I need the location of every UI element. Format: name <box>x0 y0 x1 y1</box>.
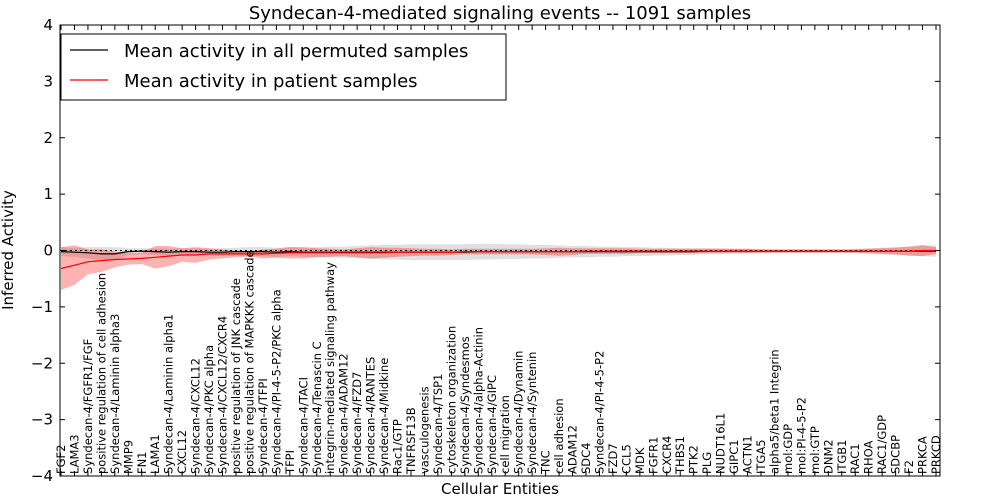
x-tick-label: F2 <box>902 460 916 474</box>
x-tick-label: Syndecan-4/Dynamin <box>512 351 526 474</box>
x-tick-label: THBS1 <box>673 436 687 475</box>
x-tick-label: CCL5 <box>619 444 633 474</box>
x-axis-label: Cellular Entities <box>441 480 559 498</box>
x-tick-label: positive regulation of MAPKKK cascade <box>243 250 257 474</box>
x-tick-label: Syndecan-4/PI-4-5-P2/PKC alpha <box>269 289 283 474</box>
x-tick-label: PRKCA <box>916 436 930 474</box>
x-tick-label: cell migration <box>498 395 512 474</box>
x-tick-label: Syndecan-4/alpha-Actinin <box>471 327 485 474</box>
plot-border <box>59 24 941 477</box>
x-tick-label: PTK2 <box>687 445 701 474</box>
x-tick-label: mol:GDP <box>781 424 795 474</box>
legend: Mean activity in all permuted samples Me… <box>60 33 507 101</box>
chart-title: Syndecan-4-mediated signaling events -- … <box>249 3 751 24</box>
x-tick-label: ADAM12 <box>566 425 580 474</box>
x-tick-label: TFPI <box>283 450 297 475</box>
x-tick-label: Syndecan-4/ADAM12 <box>337 353 351 474</box>
x-tick-label: NUDT16L1 <box>714 413 728 474</box>
y-tick-label: 0 <box>43 242 53 260</box>
x-tick-label: DNM2 <box>821 439 835 474</box>
x-tick-label: RAC1 <box>848 443 862 474</box>
x-tick-label: Syndecan-4/Tenascin C <box>310 341 324 474</box>
y-tick-label: −2 <box>31 354 53 372</box>
x-tick-label: ACTN1 <box>741 435 755 474</box>
y-axis-label: Inferred Activity <box>0 190 17 310</box>
x-tick-label: MMP9 <box>121 440 135 474</box>
x-tick-label: FGF2 <box>54 445 68 474</box>
x-tick-label: mol:PI-4-5-P2 <box>794 397 808 474</box>
x-tick-label: Syndecan-4/TFPI <box>256 378 270 474</box>
x-axis: FGF2 LAMA3 Syndecan-4/FGFR1/FGF positive re… <box>54 25 943 476</box>
x-tick-label: positive regulation of JNK cascade <box>229 278 243 474</box>
x-tick-label: FN1 <box>135 451 149 474</box>
y-tick-label: 1 <box>43 185 53 203</box>
x-tick-label: LAMA3 <box>68 434 82 474</box>
x-tick-label: Syndecan-4/Syndesmos <box>458 336 472 474</box>
x-tick-label: cell adhesion <box>552 398 566 474</box>
x-tick-label: CXCL12 <box>175 430 189 474</box>
legend-label-patient: Mean activity in patient samples <box>124 71 418 92</box>
x-tick-label: Syndecan-4/CXCL12 <box>189 358 203 474</box>
x-tick-label: ITGB1 <box>835 439 849 474</box>
y-tick-label: 2 <box>43 129 53 147</box>
x-tick-label: positive regulation of cell adhesion <box>94 273 108 474</box>
x-tick-label: ITGA5 <box>754 439 768 474</box>
x-tick-label: FGFR1 <box>646 437 660 474</box>
x-tick-label: Syndecan-4/Laminin alpha3 <box>108 314 122 474</box>
x-tick-label: Syndecan-4/FGFR1/FGF <box>81 339 95 474</box>
line-layer <box>60 249 940 270</box>
x-tick-label: Syndecan-4/CXCL12/CXCR4 <box>216 316 230 474</box>
x-tick-label: PRKCD <box>929 435 943 474</box>
x-tick-label: LAMA1 <box>148 434 162 474</box>
x-tick-label: cytoskeleton organization <box>444 326 458 474</box>
x-tick-label: Syndecan-4/TSP1 <box>431 374 445 474</box>
x-tick-label: Syndecan-4/Syntenin <box>525 352 539 475</box>
x-tick-label: SDCBP <box>889 435 903 474</box>
x-tick-label: CXCR4 <box>660 436 674 474</box>
x-tick-label: Syndecan-4/Laminin alpha1 <box>162 314 176 474</box>
y-tick-label: 3 <box>43 72 53 90</box>
x-tick-label: integrin-mediated signaling pathway <box>323 262 337 474</box>
x-tick-label: Syndecan-4/TACI <box>296 377 310 474</box>
x-tick-label: Rac1/GTP <box>391 419 405 474</box>
x-tick-label: RAC1/GDP <box>875 415 889 474</box>
x-tick-label: FZD7 <box>606 443 620 474</box>
x-tick-label: Syndecan-4/GIPC <box>485 375 499 474</box>
legend-label-permuted: Mean activity in all permuted samples <box>124 41 468 62</box>
x-tick-label: Syndecan-4/PI-4-5-P2 <box>593 351 607 474</box>
legend-box <box>60 33 507 101</box>
x-tick-label: TNC <box>539 450 553 475</box>
y-axis: −4 −3 −2 −1 0 1 2 3 4 <box>31 16 940 485</box>
band-patient <box>61 244 936 290</box>
x-tick-label: TNFRSF13B <box>404 407 418 475</box>
x-tick-label: vasculogenesis <box>418 386 432 474</box>
x-tick-label: Syndecan-4/Midkine <box>377 358 391 474</box>
x-tick-label: MDK <box>633 447 647 474</box>
x-tick-label: SDC4 <box>579 442 593 474</box>
x-tick-label: alpha5/beta1 Integrin <box>768 349 782 474</box>
y-tick-label: −1 <box>31 298 53 316</box>
x-tick-label: RHOA <box>862 441 876 474</box>
x-tick-label: mol:GTP <box>808 426 822 474</box>
x-tick-label: Syndecan-4/RANTES <box>364 357 378 474</box>
x-tick-label: PLG <box>700 452 714 474</box>
y-tick-label: 4 <box>43 16 53 34</box>
x-tick-label: Syndecan-4/PKC alpha <box>202 345 216 474</box>
x-tick-label: Syndecan-4/FZD7 <box>350 372 364 474</box>
y-tick-label: −4 <box>31 467 53 485</box>
x-tick-label: GIPC1 <box>727 439 741 474</box>
line-patient <box>60 249 936 270</box>
y-tick-label: −3 <box>31 411 53 429</box>
